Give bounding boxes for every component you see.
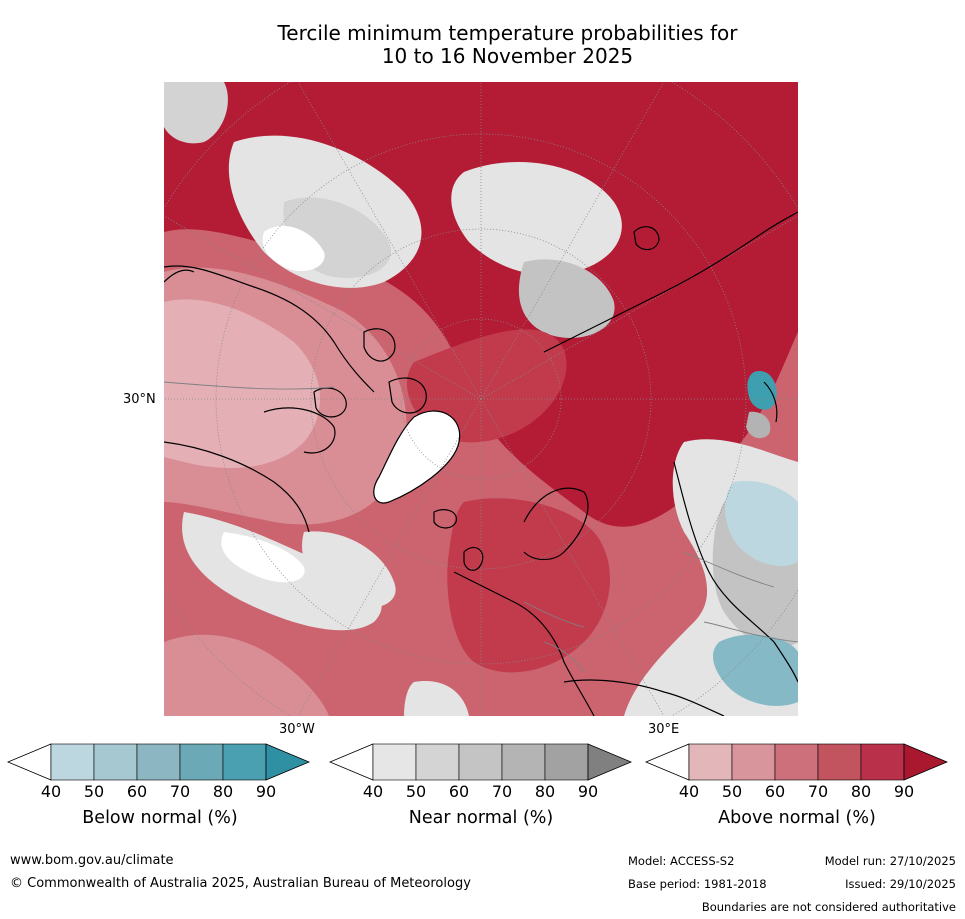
colorbar-above-segment [688, 743, 733, 781]
colorbar-near-extend-high [587, 743, 633, 781]
colorbar-above-tick: 50 [721, 782, 743, 801]
region-white-atlantic [221, 532, 305, 583]
map-canvas [164, 82, 798, 716]
colorbar-below-segment [93, 743, 138, 781]
probability-map [164, 82, 798, 716]
region-below-east-3 [747, 371, 777, 410]
colorbar-near-segment [544, 743, 589, 781]
colorbar-near-segment [458, 743, 503, 781]
colorbar-below-title: Below normal (%) [82, 808, 238, 828]
colorbar-near-tick: 80 [534, 782, 556, 801]
title-line-2: 10 to 16 November 2025 [381, 44, 634, 68]
footer-disclaimer: Boundaries are not considered authoritat… [701, 900, 956, 914]
footer-url: www.bom.gov.au/climate [10, 853, 174, 868]
lon-label-30w: 30°W [279, 722, 315, 737]
colorbar-above-tick: 90 [893, 782, 915, 801]
colorbar-below-segment [222, 743, 267, 781]
colorbar-below-tick: 40 [40, 782, 62, 801]
region-below-east [724, 481, 798, 567]
colorbar-above-extend-low [644, 743, 690, 781]
footer-copyright: © Commonwealth of Australia 2025, Austra… [10, 876, 471, 891]
footer-model: Model: ACCESS-S2 [628, 854, 735, 868]
colorbar-near-tick: 60 [448, 782, 470, 801]
footer-base-period: Base period: 1981-2018 [628, 877, 767, 891]
lat-label-30n: 30°N [123, 392, 156, 407]
region-white-north [262, 225, 325, 272]
colorbar-above-tick: 40 [678, 782, 700, 801]
colorbar-above-segment [817, 743, 862, 781]
lon-label-30e: 30°E [648, 722, 680, 737]
colorbar-above-extend-high [903, 743, 949, 781]
colorbar-svg-near [328, 743, 633, 781]
region-near-arctic [451, 162, 622, 276]
colorbar-above-tick: 60 [764, 782, 786, 801]
colorbar-near-tick: 40 [362, 782, 384, 801]
colorbar-svg-below [6, 743, 311, 781]
region-near-east-top [746, 411, 771, 439]
colorbar-above-tick: 80 [850, 782, 872, 801]
colorbar-above-normal [644, 743, 949, 781]
colorbar-below-segment [179, 743, 224, 781]
colorbar-below-normal [6, 743, 311, 781]
colorbar-near-tick: 90 [577, 782, 599, 801]
colorbar-below-tick: 80 [212, 782, 234, 801]
map-title: Tercile minimum temperature probabilitie… [0, 22, 965, 68]
colorbar-near-title: Near normal (%) [408, 808, 554, 828]
colorbar-near-normal [328, 743, 633, 781]
footer-model-run: Model run: 27/10/2025 [824, 854, 956, 868]
region-above-50-west [164, 299, 321, 468]
coastlines [164, 211, 798, 716]
region-near-arctic-2 [518, 259, 615, 338]
colorbar-near-segment [415, 743, 460, 781]
colorbar-near-segment [372, 743, 417, 781]
colorbar-above-segment [860, 743, 905, 781]
colorbar-near-extend-low [328, 743, 374, 781]
colorbar-above-segment [774, 743, 819, 781]
colorbar-below-extend-low [6, 743, 52, 781]
colorbar-above-tick: 70 [807, 782, 829, 801]
borders [164, 381, 798, 673]
colorbar-svg-above [644, 743, 949, 781]
title-line-1: Tercile minimum temperature probabilitie… [277, 21, 738, 45]
footer-issued: Issued: 29/10/2025 [845, 877, 956, 891]
colorbar-near-tick: 50 [405, 782, 427, 801]
colorbar-above-title: Above normal (%) [718, 808, 876, 828]
colorbar-near-segment [501, 743, 546, 781]
colorbar-near-tick: 70 [491, 782, 513, 801]
colorbar-below-tick: 60 [126, 782, 148, 801]
colorbar-below-tick: 90 [255, 782, 277, 801]
region-near-pacific [302, 531, 396, 609]
colorbar-above-segment [731, 743, 776, 781]
colorbar-below-extend-high [265, 743, 311, 781]
region-near-topleft [164, 82, 228, 144]
region-near-south [404, 681, 469, 716]
colorbar-below-segment [136, 743, 181, 781]
region-above-80-europe [447, 498, 611, 673]
colorbar-below-tick: 70 [169, 782, 191, 801]
colorbar-below-segment [50, 743, 95, 781]
region-above-60-southwest [164, 634, 329, 716]
region-below-east-2 [712, 634, 798, 706]
graticule [164, 82, 798, 716]
region-greenland [373, 411, 460, 503]
colorbar-below-tick: 50 [83, 782, 105, 801]
